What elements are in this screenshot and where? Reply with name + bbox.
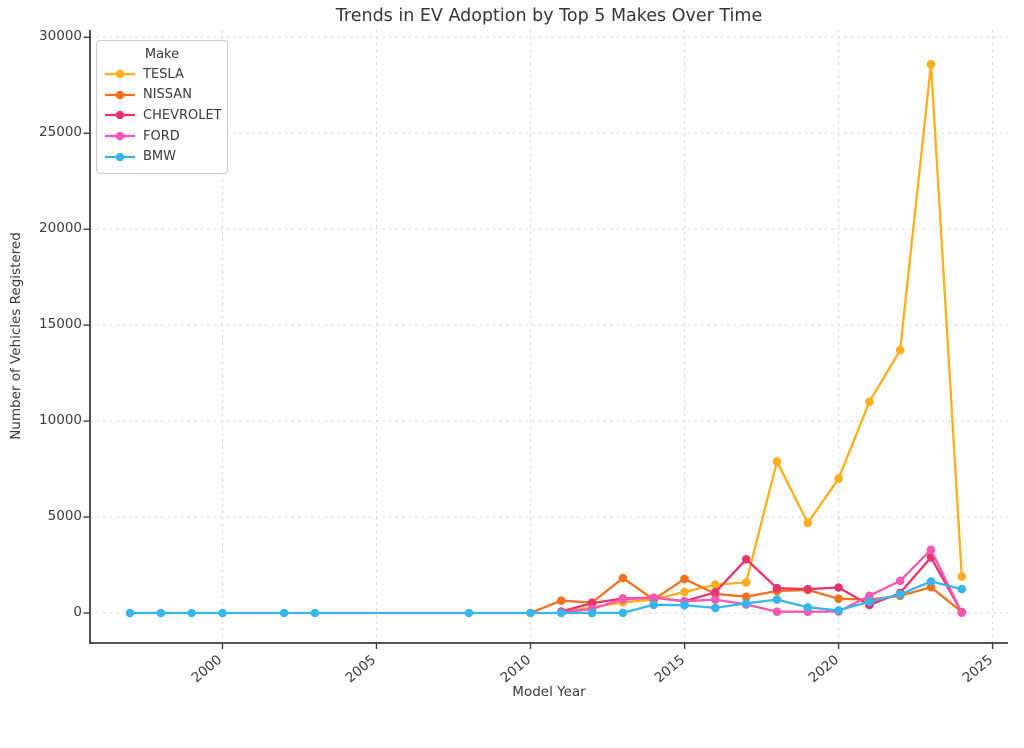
legend-item-label: FORD: [143, 128, 180, 144]
data-point-bmw: [218, 608, 227, 618]
data-point-bmw: [156, 608, 166, 618]
data-point-ford: [957, 608, 967, 617]
legend-item-label: CHEVROLET: [143, 107, 222, 123]
data-point-bmw: [803, 603, 813, 612]
y-tick-label: 25000: [39, 124, 82, 141]
data-point-ford: [865, 591, 874, 601]
data-point-nissan: [834, 594, 843, 603]
legend-item-label: BMW: [143, 149, 176, 165]
data-point-nissan: [557, 596, 566, 605]
legend-line-marker-icon: [105, 111, 135, 120]
legend: Make TESLA NISSAN CHEVROLET FORD BMW: [96, 40, 228, 174]
data-point-ford: [772, 607, 782, 616]
data-point-ford: [618, 595, 628, 604]
y-tick-label: 30000: [39, 28, 82, 45]
data-point-chevrolet: [834, 583, 843, 592]
legend-item-label: TESLA: [143, 66, 184, 82]
legend-item-nissan: NISSAN: [97, 85, 227, 106]
data-point-nissan: [680, 574, 689, 584]
data-point-tesla: [957, 572, 967, 581]
y-tick-label: 15000: [39, 316, 82, 333]
data-point-ford: [649, 593, 658, 602]
data-point-bmw: [926, 577, 936, 586]
data-point-tesla: [865, 397, 874, 407]
data-point-bmw: [187, 608, 196, 618]
series-line-ford: [560, 548, 963, 614]
data-point-ford: [926, 545, 936, 554]
data-point-chevrolet: [772, 583, 782, 593]
x-axis-label: Model Year: [512, 684, 586, 700]
legend-title: Make: [144, 47, 180, 62]
data-point-bmw: [125, 608, 135, 618]
data-point-bmw: [895, 590, 905, 599]
legend-item-bmw: BMW: [97, 146, 227, 167]
data-point-nissan: [741, 592, 751, 601]
data-point-bmw: [711, 603, 720, 613]
data-point-tesla: [895, 345, 905, 355]
chart-title: Trends in EV Adoption by Top 5 Makes Ove…: [335, 6, 763, 26]
series-line-tesla: [560, 63, 963, 614]
data-point-bmw: [618, 608, 628, 618]
data-point-chevrolet: [711, 588, 720, 597]
data-point-ford: [895, 576, 905, 586]
data-point-tesla: [772, 457, 782, 466]
legend-item-tesla: TESLA: [97, 64, 227, 85]
data-point-bmw: [464, 608, 474, 618]
legend-line-marker-icon: [105, 131, 135, 141]
legend-item-ford: FORD: [97, 126, 227, 147]
series-line-bmw: [128, 580, 963, 615]
data-point-bmw: [310, 608, 320, 618]
legend-line-marker-icon: [105, 90, 135, 100]
data-point-tesla: [680, 587, 689, 597]
y-tick-label: 10000: [39, 412, 82, 429]
data-point-bmw: [279, 608, 289, 618]
data-point-tesla: [803, 518, 813, 528]
data-point-bmw: [865, 597, 874, 606]
data-point-nissan: [618, 573, 628, 583]
legend-line-marker-icon: [105, 69, 135, 79]
data-point-ford: [711, 595, 720, 604]
data-point-chevrolet: [803, 584, 813, 594]
data-point-bmw: [834, 606, 843, 615]
legend-item-label: NISSAN: [143, 87, 192, 103]
data-point-bmw: [526, 608, 535, 618]
data-point-tesla: [711, 580, 720, 589]
data-point-bmw: [649, 600, 658, 610]
data-point-chevrolet: [741, 555, 751, 564]
legend-item-chevrolet: CHEVROLET: [97, 105, 227, 126]
plot-area: [83, 30, 1008, 649]
data-point-tesla: [926, 59, 936, 69]
y-tick-label: 20000: [39, 220, 82, 237]
legend-line-marker-icon: [105, 152, 135, 161]
data-point-bmw: [557, 608, 566, 618]
data-point-bmw: [680, 600, 689, 610]
data-point-bmw: [957, 584, 967, 594]
data-point-tesla: [741, 578, 751, 587]
y-tick-label: 0: [73, 604, 82, 621]
data-point-bmw: [772, 595, 782, 604]
data-point-bmw: [587, 608, 597, 618]
y-tick-label: 5000: [47, 508, 82, 525]
data-point-tesla: [834, 474, 843, 484]
ev-adoption-figure: Trends in EV Adoption by Top 5 Makes Ove…: [8, 6, 1008, 700]
data-point-bmw: [741, 599, 751, 608]
